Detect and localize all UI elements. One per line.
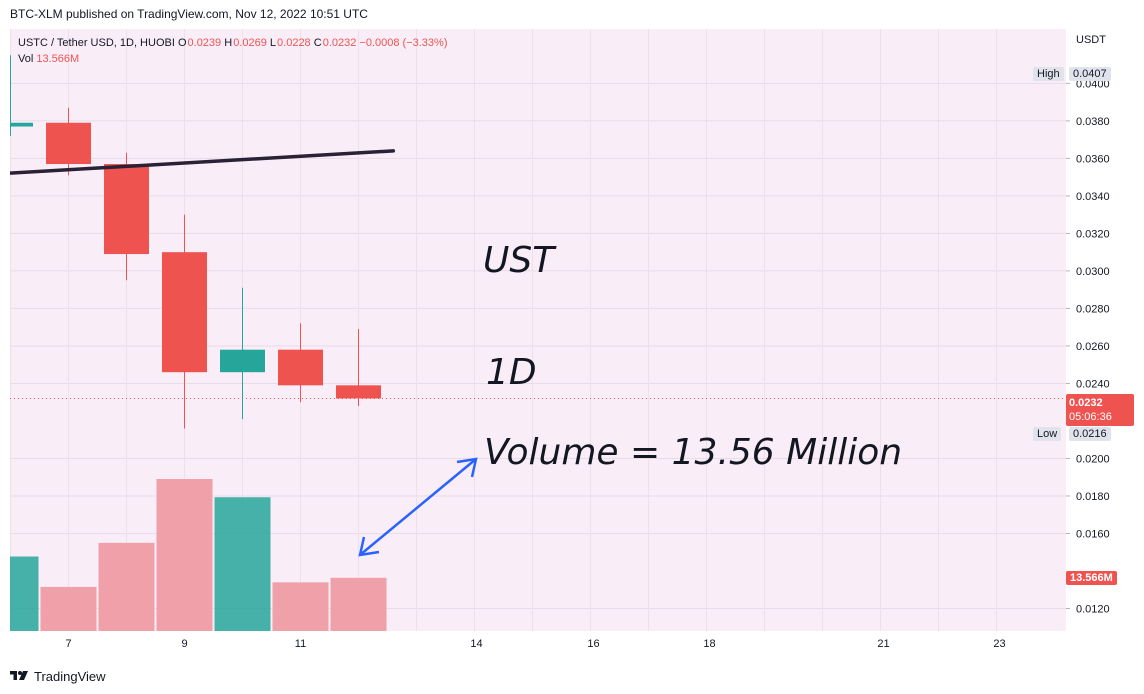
currency-label: USDT <box>1076 34 1106 46</box>
legend-volume-value: 13.566M <box>36 53 80 65</box>
publish-header: BTC-XLM published on TradingView.com, No… <box>10 7 368 21</box>
volume-bar <box>214 497 271 631</box>
volume-bar <box>40 586 97 631</box>
candle-body <box>278 349 323 386</box>
brand-name: TradingView <box>34 669 106 684</box>
high-label: High <box>1033 67 1064 81</box>
bar-countdown: 05:06:36 <box>1069 411 1112 423</box>
time-tick-label: 21 <box>877 638 890 650</box>
legend-high-label: H <box>224 37 233 49</box>
annotation-volume: Volume = 13.56 Million <box>484 432 903 473</box>
time-tick-label: 7 <box>65 638 72 650</box>
candle-body <box>162 252 207 373</box>
price-tick-label: 0.0200 <box>1076 453 1110 465</box>
legend-volume-label[interactable]: Vol <box>18 53 34 65</box>
low-label: Low <box>1033 427 1062 441</box>
time-tick-label: 16 <box>587 638 600 650</box>
volume-bar <box>10 556 39 631</box>
price-tick-label: 0.0320 <box>1076 228 1110 240</box>
annotation-ust: UST <box>483 240 555 281</box>
candle-body <box>10 122 33 127</box>
last-price-value: 0.0232 <box>1069 397 1103 409</box>
legend-close-label: C <box>313 37 322 49</box>
footer: TradingView <box>10 669 106 684</box>
legend-open-label: O <box>177 37 187 49</box>
chart-pane[interactable] <box>10 29 1066 631</box>
time-tick-label: 9 <box>181 638 188 650</box>
candle-body <box>104 164 149 255</box>
legend-open-value: 0.0239 <box>187 37 222 49</box>
low-value: 0.0216 <box>1069 427 1111 441</box>
price-tick-label: 0.0160 <box>1076 528 1110 540</box>
legend-high-value: 0.0269 <box>233 37 267 49</box>
volume-bar <box>156 479 213 631</box>
time-axis[interactable]: 7 9 11 14 16 18 21 23 <box>10 631 1066 659</box>
symbol-legend: USTC / Tether USD, 1D, HUOBI O0.0239 H0.… <box>18 35 448 67</box>
volume-tag: 13.566M <box>1066 571 1117 585</box>
volume-bar <box>98 542 155 631</box>
price-tick-label: 0.0360 <box>1076 153 1110 165</box>
volume-bar <box>330 577 387 631</box>
candle-body <box>336 385 381 399</box>
arrow-head-end <box>456 457 478 478</box>
tradingview-logo-icon <box>10 670 28 680</box>
price-tick-label: 0.0120 <box>1076 603 1110 615</box>
price-scale[interactable]: 0.0120 0.0160 0.0180 0.0200 0.0240 0.0260 0.02… <box>1066 29 1144 631</box>
candle-body <box>220 349 265 373</box>
price-tick-label: 0.0260 <box>1076 341 1110 353</box>
time-tick-label: 14 <box>470 638 483 650</box>
price-tick-label: 0.0380 <box>1076 116 1110 128</box>
high-value: 0.0407 <box>1069 67 1111 81</box>
time-tick-label: 23 <box>993 638 1006 650</box>
time-tick-label: 18 <box>703 638 716 650</box>
legend-change-value: −0.0008 (−3.33%) <box>359 37 448 49</box>
price-tick-label: 0.0240 <box>1076 378 1110 390</box>
trendline <box>10 149 396 175</box>
legend-close-value: 0.0232 <box>322 37 357 49</box>
volume-arrow <box>359 458 477 556</box>
time-tick-label: 11 <box>294 638 307 650</box>
symbol-title[interactable]: USTC / Tether USD, 1D, HUOBI <box>18 37 175 49</box>
candlestick-chart <box>10 29 1066 631</box>
price-tick-label: 0.0340 <box>1076 191 1110 203</box>
annotation-timeframe: 1D <box>486 352 537 393</box>
price-scale-ticks: 0.0120 0.0160 0.0180 0.0200 0.0240 0.0260 0.02… <box>1066 78 1110 615</box>
price-tick-label: 0.0400 <box>1076 78 1110 90</box>
volume-bar <box>272 582 329 631</box>
price-tick-label: 0.0300 <box>1076 266 1110 278</box>
last-price-tag: 0.0232 05:06:36 <box>1066 394 1134 426</box>
legend-low-label: L <box>269 37 277 49</box>
price-tick-label: 0.0180 <box>1076 491 1110 503</box>
legend-low-value: 0.0228 <box>277 37 311 49</box>
candle-body <box>46 122 91 165</box>
arrow-head-start <box>358 536 380 557</box>
price-tick-label: 0.0280 <box>1076 303 1110 315</box>
